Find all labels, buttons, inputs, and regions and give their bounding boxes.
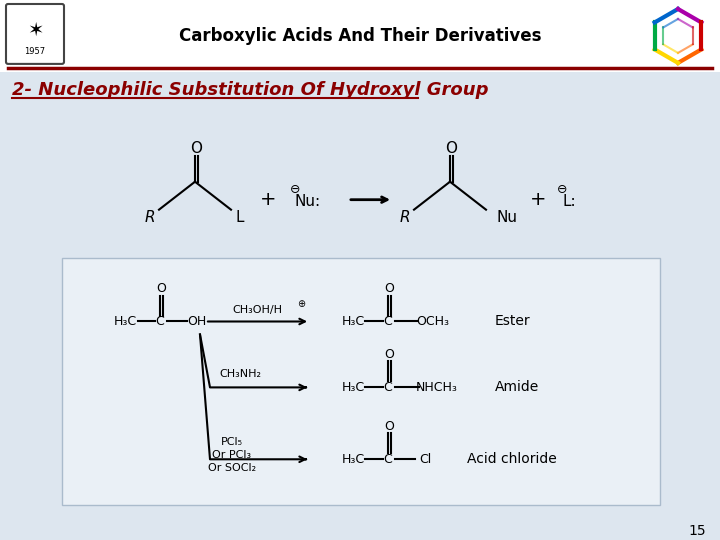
Text: H₃C: H₃C [341, 453, 364, 466]
Text: H₃C: H₃C [341, 315, 364, 328]
Text: Acid chloride: Acid chloride [467, 453, 557, 466]
Text: C: C [384, 453, 392, 466]
Text: Amide: Amide [495, 380, 539, 394]
Text: R: R [400, 210, 410, 225]
Text: H₃C: H₃C [341, 381, 364, 394]
Text: ⊖: ⊖ [557, 183, 567, 196]
Text: +: + [260, 190, 276, 209]
Text: R: R [145, 210, 156, 225]
Text: Carboxylic Acids And Their Derivatives: Carboxylic Acids And Their Derivatives [179, 27, 541, 45]
Text: O: O [191, 141, 202, 156]
Text: C: C [384, 315, 392, 328]
Text: 1957: 1957 [24, 48, 45, 56]
Text: ✶: ✶ [27, 21, 43, 39]
Text: Nu:: Nu: [295, 194, 321, 209]
Text: Cl: Cl [419, 453, 431, 466]
Text: OCH₃: OCH₃ [416, 315, 449, 328]
Text: O: O [384, 282, 395, 295]
Text: O: O [446, 141, 457, 156]
Text: C: C [156, 315, 164, 328]
Text: CH₃OH/H: CH₃OH/H [232, 305, 282, 314]
Text: CH₃NH₂: CH₃NH₂ [219, 369, 261, 380]
Text: L: L [235, 210, 244, 225]
Text: Nu: Nu [496, 210, 517, 225]
Text: ⊕: ⊕ [297, 299, 305, 308]
Text: Ester: Ester [495, 314, 531, 328]
FancyBboxPatch shape [0, 0, 720, 72]
Text: PCl₅: PCl₅ [221, 437, 243, 447]
Text: L:: L: [562, 194, 575, 209]
Text: O: O [156, 282, 166, 295]
FancyBboxPatch shape [62, 258, 660, 505]
Text: O: O [384, 420, 395, 433]
Text: 15: 15 [688, 524, 706, 538]
Text: OH: OH [187, 315, 207, 328]
Text: +: + [530, 190, 546, 209]
Text: Or PCl₃: Or PCl₃ [212, 450, 251, 460]
Text: Or SOCl₂: Or SOCl₂ [208, 463, 256, 473]
Text: H₃C: H₃C [114, 315, 137, 328]
FancyBboxPatch shape [6, 4, 64, 64]
Text: ⊖: ⊖ [289, 183, 300, 196]
Text: O: O [384, 348, 395, 361]
Text: NHCH₃: NHCH₃ [416, 381, 458, 394]
Text: C: C [384, 381, 392, 394]
Text: 2- Nucleophilic Substitution Of Hydroxyl Group: 2- Nucleophilic Substitution Of Hydroxyl… [12, 81, 488, 99]
